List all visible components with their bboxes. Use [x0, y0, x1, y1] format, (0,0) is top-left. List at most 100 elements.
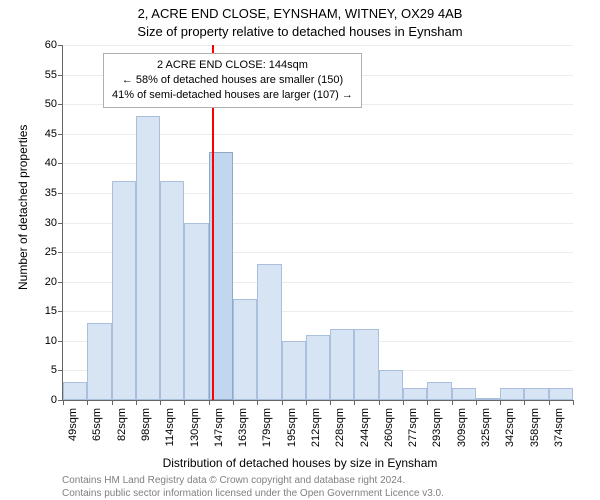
ytick-label: 20 — [45, 276, 57, 288]
ytick-label: 5 — [51, 364, 57, 376]
xtick-mark — [112, 400, 113, 405]
histogram-bar — [379, 370, 403, 400]
histogram-bar — [160, 181, 184, 400]
chart-footer: Contains HM Land Registry data © Crown c… — [62, 474, 444, 500]
xtick-mark — [257, 400, 258, 405]
xtick-mark — [427, 400, 428, 405]
histogram-bar — [63, 382, 87, 400]
xtick-mark — [63, 400, 64, 405]
xtick-mark — [549, 400, 550, 405]
histogram-bar — [524, 388, 548, 400]
xtick-label: 212sqm — [310, 408, 322, 447]
ytick-label: 40 — [45, 157, 57, 169]
ytick-mark — [58, 193, 63, 194]
histogram-bar — [354, 329, 378, 400]
ytick-label: 45 — [45, 128, 57, 140]
ytick-mark — [58, 311, 63, 312]
xtick-mark — [330, 400, 331, 405]
chart-title-address: 2, ACRE END CLOSE, EYNSHAM, WITNEY, OX29… — [0, 6, 600, 21]
ytick-label: 30 — [45, 217, 57, 229]
xtick-label: 228sqm — [334, 408, 346, 447]
ytick-label: 0 — [51, 394, 57, 406]
xtick-label: 374sqm — [553, 408, 565, 447]
xtick-label: 49sqm — [67, 408, 79, 441]
xtick-label: 309sqm — [456, 408, 468, 447]
ytick-label: 35 — [45, 187, 57, 199]
footer-line-2: Contains public sector information licen… — [62, 487, 444, 500]
xtick-mark — [233, 400, 234, 405]
xtick-mark — [452, 400, 453, 405]
ytick-label: 55 — [45, 69, 57, 81]
y-axis-label: Number of detached properties — [16, 125, 30, 290]
xtick-label: 293sqm — [431, 408, 443, 447]
histogram-bar — [136, 116, 160, 400]
histogram-bar — [306, 335, 330, 400]
xtick-mark — [184, 400, 185, 405]
x-axis-label: Distribution of detached houses by size … — [0, 456, 600, 470]
xtick-mark — [209, 400, 210, 405]
plot-area: 05101520253035404550556049sqm65sqm82sqm9… — [62, 45, 573, 401]
ytick-mark — [58, 252, 63, 253]
xtick-label: 342sqm — [504, 408, 516, 447]
ytick-label: 25 — [45, 246, 57, 258]
ytick-mark — [58, 104, 63, 105]
xtick-label: 114sqm — [164, 408, 176, 446]
histogram-bar — [112, 181, 136, 400]
xtick-label: 82sqm — [116, 408, 128, 441]
histogram-bar — [427, 382, 451, 400]
xtick-mark — [306, 400, 307, 405]
histogram-bar — [452, 388, 476, 400]
xtick-label: 130sqm — [189, 408, 201, 447]
gridline — [63, 45, 573, 46]
histogram-bar — [184, 223, 208, 401]
histogram-bar — [500, 388, 524, 400]
xtick-mark — [403, 400, 404, 405]
xtick-label: 277sqm — [407, 408, 419, 447]
ytick-label: 50 — [45, 98, 57, 110]
histogram-bar — [403, 388, 427, 400]
histogram-bar — [87, 323, 111, 400]
xtick-label: 260sqm — [383, 408, 395, 447]
annotation-line-3: 41% of semi-detached houses are larger (… — [112, 88, 353, 103]
xtick-mark — [136, 400, 137, 405]
xtick-mark — [500, 400, 501, 405]
ytick-label: 10 — [45, 335, 57, 347]
xtick-mark — [573, 400, 574, 405]
xtick-label: 195sqm — [286, 408, 298, 447]
xtick-mark — [524, 400, 525, 405]
xtick-mark — [354, 400, 355, 405]
ytick-mark — [58, 75, 63, 76]
histogram-bar — [233, 299, 257, 400]
xtick-mark — [87, 400, 88, 405]
xtick-label: 179sqm — [261, 408, 273, 447]
ytick-mark — [58, 134, 63, 135]
histogram-bar — [282, 341, 306, 400]
annotation-box: 2 ACRE END CLOSE: 144sqm ← 58% of detach… — [103, 53, 362, 108]
xtick-mark — [379, 400, 380, 405]
ytick-mark — [58, 282, 63, 283]
xtick-label: 98sqm — [140, 408, 152, 441]
ytick-mark — [58, 163, 63, 164]
xtick-mark — [282, 400, 283, 405]
footer-line-1: Contains HM Land Registry data © Crown c… — [62, 474, 444, 487]
xtick-label: 244sqm — [359, 408, 371, 447]
ytick-mark — [58, 341, 63, 342]
histogram-bar — [330, 329, 354, 400]
annotation-line-2: ← 58% of detached houses are smaller (15… — [112, 73, 353, 88]
xtick-label: 147sqm — [213, 408, 225, 447]
histogram-bar — [549, 388, 573, 400]
xtick-label: 163sqm — [237, 408, 249, 447]
histogram-bar — [476, 398, 500, 400]
xtick-label: 325sqm — [480, 408, 492, 447]
chart-subtitle: Size of property relative to detached ho… — [0, 24, 600, 39]
xtick-mark — [476, 400, 477, 405]
annotation-line-1: 2 ACRE END CLOSE: 144sqm — [112, 58, 353, 73]
ytick-mark — [58, 223, 63, 224]
xtick-label: 65sqm — [91, 408, 103, 441]
histogram-bar — [257, 264, 281, 400]
property-size-chart: 2, ACRE END CLOSE, EYNSHAM, WITNEY, OX29… — [0, 0, 600, 500]
xtick-label: 358sqm — [529, 408, 541, 447]
ytick-label: 15 — [45, 305, 57, 317]
ytick-label: 60 — [45, 39, 57, 51]
ytick-mark — [58, 45, 63, 46]
